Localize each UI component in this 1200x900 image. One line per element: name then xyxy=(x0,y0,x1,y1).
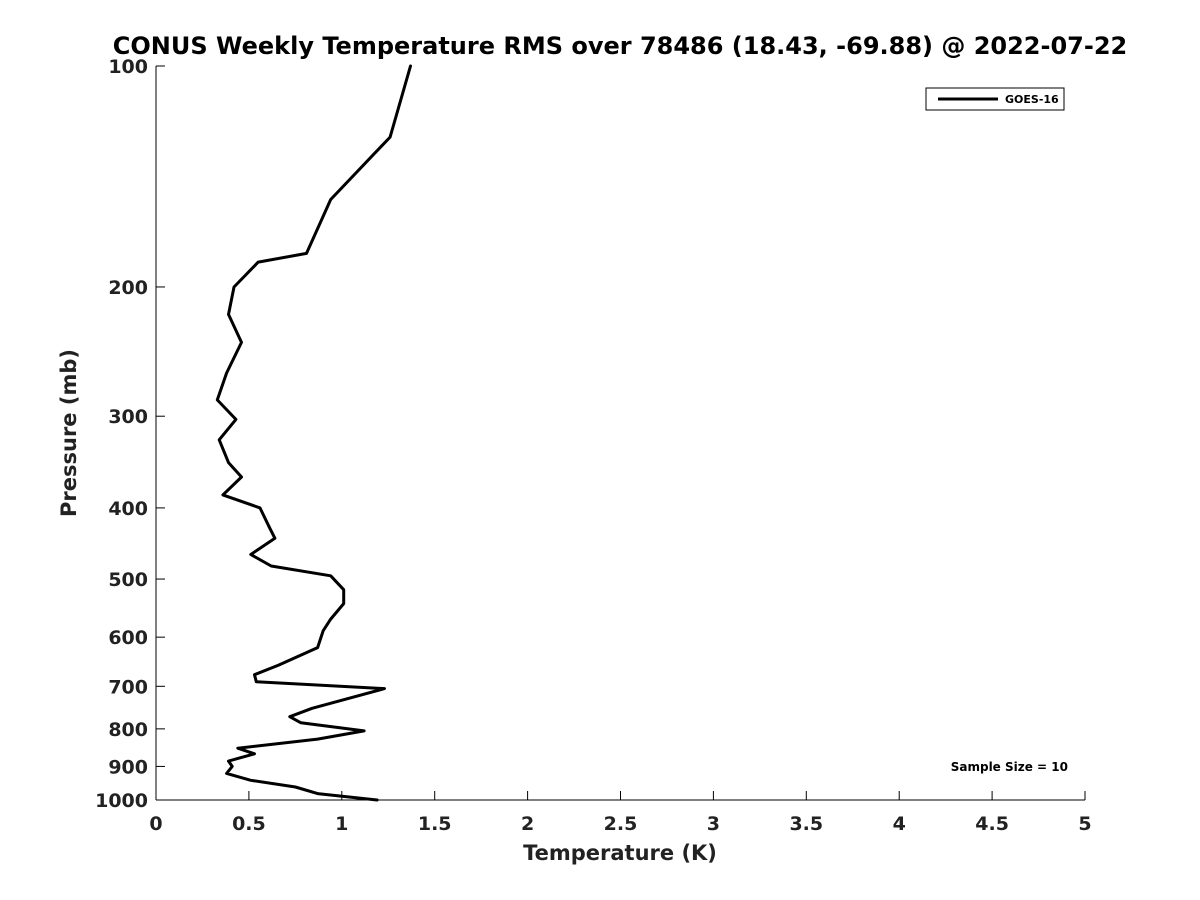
y-tick-label: 700 xyxy=(108,676,148,698)
x-tick-label: 3.5 xyxy=(789,813,823,835)
x-tick-label: 5 xyxy=(1078,813,1091,835)
x-tick-label: 2 xyxy=(521,813,534,835)
chart-title: CONUS Weekly Temperature RMS over 78486 … xyxy=(113,32,1127,60)
x-tick-label: 1 xyxy=(335,813,348,835)
legend: GOES-16 xyxy=(925,87,1065,111)
x-axis-label: Temperature (K) xyxy=(523,841,717,865)
y-tick-label: 500 xyxy=(108,569,148,591)
x-tick-label: 1.5 xyxy=(418,813,452,835)
y-tick-label: 300 xyxy=(108,406,148,428)
y-tick-label: 800 xyxy=(108,719,148,741)
series-line-goes-16 xyxy=(215,64,412,802)
y-tick-label: 600 xyxy=(108,627,148,649)
y-tick-label: 200 xyxy=(108,277,148,299)
y-axis-label: Pressure (mb) xyxy=(57,349,81,517)
y-tick-label: 1000 xyxy=(95,790,148,812)
sample-size-annotation: Sample Size = 10 xyxy=(951,760,1068,774)
x-tick-label: 0 xyxy=(149,813,162,835)
plot-axes xyxy=(155,66,1085,801)
y-tick-label: 100 xyxy=(108,56,148,78)
x-tick-label: 4 xyxy=(893,813,906,835)
legend-label-goes-16: GOES-16 xyxy=(1005,93,1059,106)
y-axis-ticks: 100 200 300 400 500 600 700 800 900 1000 xyxy=(95,56,165,812)
series-layer xyxy=(215,64,412,802)
x-tick-label: 3 xyxy=(707,813,720,835)
x-tick-label: 4.5 xyxy=(975,813,1009,835)
y-tick-label: 400 xyxy=(108,498,148,520)
x-axis-ticks: 0 0.5 1 1.5 2 2.5 3 3.5 4 4.5 5 xyxy=(149,791,1092,835)
x-tick-label: 0.5 xyxy=(232,813,266,835)
y-tick-label: 900 xyxy=(108,756,148,778)
x-tick-label: 2.5 xyxy=(604,813,638,835)
